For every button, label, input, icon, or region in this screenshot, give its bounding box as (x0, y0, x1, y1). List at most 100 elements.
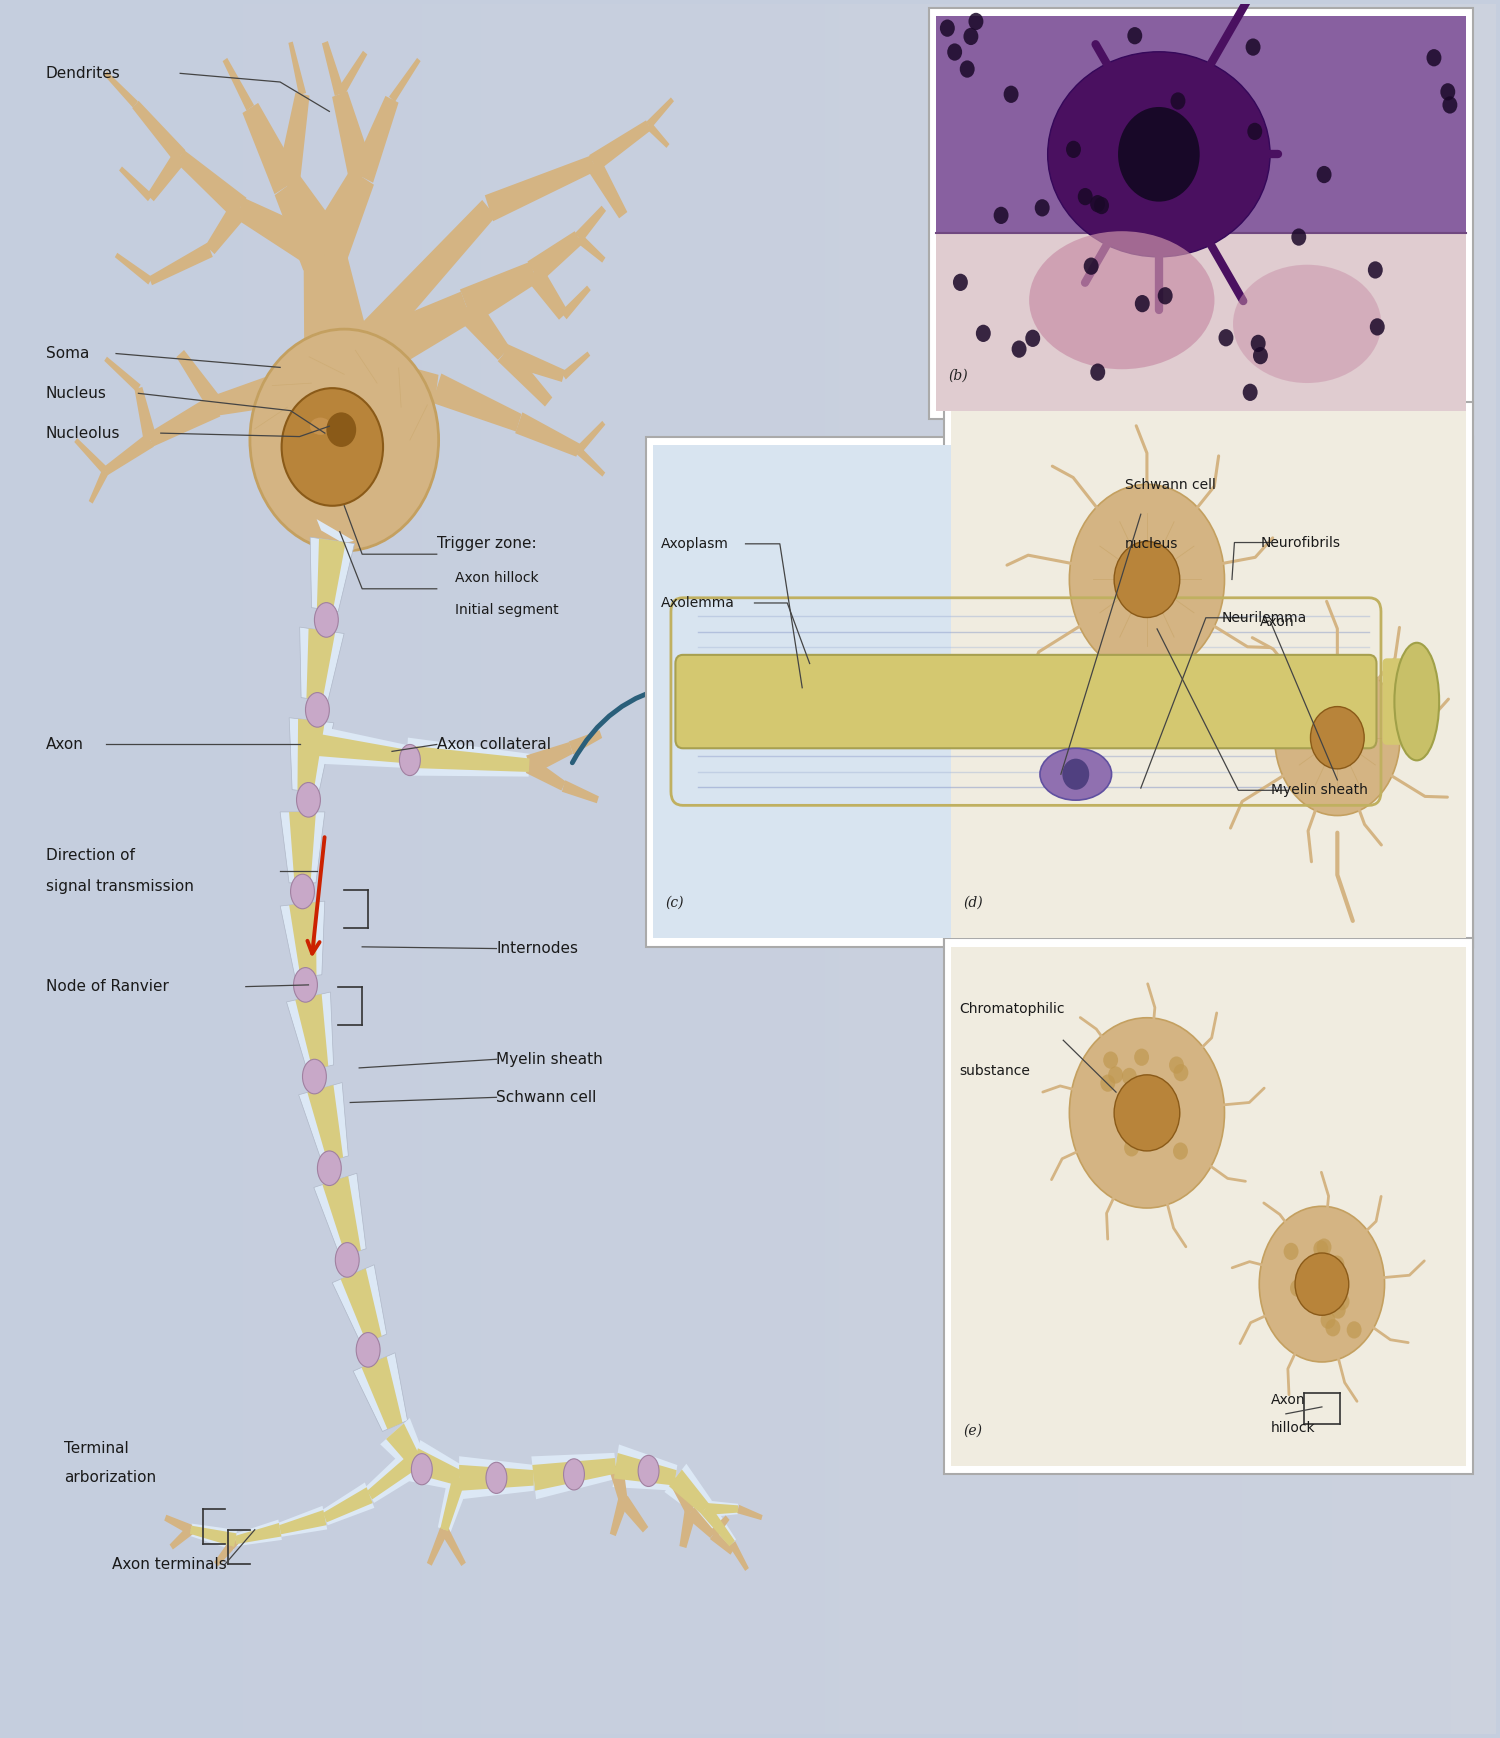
Polygon shape (116, 252, 153, 285)
Polygon shape (729, 1542, 748, 1571)
Circle shape (1078, 188, 1092, 205)
Polygon shape (132, 101, 186, 162)
Polygon shape (388, 57, 420, 103)
Circle shape (1320, 1312, 1335, 1330)
Circle shape (1134, 1048, 1149, 1065)
Circle shape (1317, 165, 1332, 182)
Polygon shape (531, 1453, 616, 1500)
Polygon shape (618, 1496, 648, 1533)
Text: Axon hillock: Axon hillock (454, 572, 538, 586)
Polygon shape (705, 1500, 738, 1517)
Polygon shape (243, 103, 300, 195)
Polygon shape (308, 1085, 344, 1161)
Polygon shape (135, 388, 158, 441)
Polygon shape (368, 1453, 419, 1500)
Ellipse shape (1070, 1018, 1224, 1208)
Polygon shape (306, 170, 374, 268)
Polygon shape (576, 421, 606, 454)
Circle shape (1370, 318, 1384, 335)
Polygon shape (296, 994, 328, 1069)
Circle shape (1335, 1293, 1350, 1310)
Polygon shape (664, 1463, 712, 1517)
Polygon shape (736, 1505, 762, 1521)
Text: (d): (d) (963, 897, 982, 911)
Polygon shape (279, 1505, 327, 1536)
Polygon shape (330, 292, 472, 396)
Polygon shape (411, 1448, 460, 1486)
Polygon shape (290, 902, 316, 977)
Polygon shape (340, 1269, 381, 1343)
Text: hillock: hillock (1270, 1420, 1316, 1434)
Circle shape (969, 12, 984, 30)
Polygon shape (568, 730, 602, 754)
Ellipse shape (1029, 231, 1215, 368)
Polygon shape (710, 1516, 729, 1538)
Circle shape (1083, 257, 1098, 275)
Text: Axon: Axon (1270, 1394, 1305, 1408)
Circle shape (1101, 1074, 1116, 1091)
Ellipse shape (306, 692, 330, 726)
Text: Axoplasm: Axoplasm (660, 537, 729, 551)
Text: (b): (b) (948, 368, 968, 382)
Polygon shape (279, 1510, 327, 1535)
Text: (c): (c) (664, 897, 684, 911)
Text: nucleus: nucleus (1125, 537, 1178, 551)
Text: Node of Ranvier: Node of Ranvier (46, 978, 170, 994)
Polygon shape (561, 351, 591, 379)
Text: signal transmission: signal transmission (46, 879, 194, 893)
Text: arborization: arborization (64, 1470, 156, 1486)
Polygon shape (459, 1465, 534, 1491)
Ellipse shape (638, 1455, 658, 1486)
Polygon shape (669, 1470, 710, 1514)
Polygon shape (290, 812, 316, 883)
Text: Axon collateral: Axon collateral (436, 737, 550, 753)
Text: (e): (e) (963, 1423, 982, 1437)
Ellipse shape (291, 874, 315, 909)
Polygon shape (280, 900, 326, 978)
Circle shape (952, 273, 968, 290)
Text: Chromatophilic: Chromatophilic (958, 1003, 1065, 1017)
Polygon shape (336, 50, 368, 97)
Text: Neurilemma: Neurilemma (1222, 610, 1308, 624)
Polygon shape (234, 1519, 282, 1547)
Polygon shape (612, 1444, 678, 1491)
Polygon shape (332, 92, 375, 182)
Polygon shape (526, 266, 568, 320)
Polygon shape (498, 346, 552, 407)
Circle shape (940, 19, 956, 36)
Circle shape (1326, 1319, 1341, 1337)
Ellipse shape (1040, 749, 1112, 799)
Polygon shape (306, 629, 334, 700)
Bar (652, 445, 1466, 939)
Polygon shape (298, 1083, 348, 1163)
Ellipse shape (399, 744, 420, 775)
Polygon shape (148, 395, 220, 447)
Polygon shape (332, 1265, 387, 1345)
Bar (944, 401, 1473, 947)
Circle shape (1114, 542, 1179, 617)
Polygon shape (236, 198, 332, 273)
Polygon shape (562, 780, 598, 803)
Circle shape (1102, 1051, 1118, 1069)
Polygon shape (206, 202, 248, 254)
Circle shape (1166, 1105, 1180, 1123)
Circle shape (1170, 92, 1185, 109)
Polygon shape (456, 295, 510, 360)
Circle shape (1248, 123, 1262, 141)
Polygon shape (669, 1474, 694, 1516)
Circle shape (1292, 228, 1306, 245)
Ellipse shape (564, 1458, 585, 1489)
Polygon shape (576, 233, 606, 262)
Polygon shape (427, 1528, 448, 1566)
Ellipse shape (310, 417, 332, 434)
Bar (951, 410, 1466, 939)
Ellipse shape (1047, 52, 1270, 257)
Polygon shape (332, 506, 351, 547)
Circle shape (1173, 1064, 1188, 1081)
Polygon shape (290, 718, 333, 793)
Ellipse shape (411, 1453, 432, 1484)
Polygon shape (432, 374, 522, 431)
Polygon shape (104, 433, 154, 474)
Polygon shape (164, 1516, 192, 1535)
Bar (928, 7, 1473, 419)
